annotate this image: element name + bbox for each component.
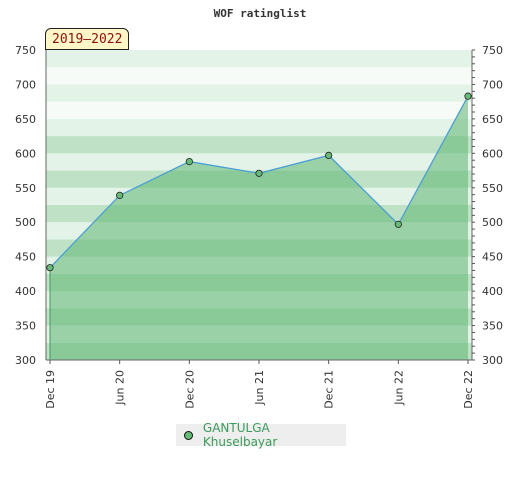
- grid-band: [46, 101, 472, 119]
- axes: 300 300 350 350 400 400 450 450 500 500 550 550 600 6…: [15, 44, 503, 409]
- chart-title: WOF ratinglist: [214, 7, 307, 20]
- data-point[interactable]: [46, 264, 54, 272]
- grid-band: [46, 84, 472, 102]
- x-tick-label: Jun 22: [392, 370, 405, 406]
- x-tick-label: Dec 20: [183, 370, 196, 409]
- y-tick-label-left: 650: [15, 113, 36, 126]
- x-tick-label: Dec 19: [44, 370, 57, 409]
- grid-band: [46, 50, 472, 68]
- series-area: [50, 96, 468, 361]
- legend-marker-icon: [184, 430, 193, 440]
- y-tick-label-right: 450: [482, 251, 503, 264]
- legend-label: GANTULGA Khuselbayar: [202, 421, 278, 449]
- data-point[interactable]: [255, 169, 263, 177]
- y-tick-label-right: 650: [482, 113, 503, 126]
- y-tick-label-left: 400: [15, 285, 36, 298]
- y-tick-label-right: 350: [482, 320, 503, 333]
- area-layer: [50, 96, 468, 361]
- x-tick-label: Jun 20: [114, 370, 127, 406]
- grid-band: [46, 67, 472, 85]
- y-tick-label-right: 400: [482, 285, 503, 298]
- y-tick-label-left: 750: [15, 44, 36, 57]
- legend[interactable]: GANTULGA Khuselbayar: [176, 421, 346, 449]
- grid-band: [46, 153, 472, 171]
- y-tick-label-left: 600: [15, 147, 36, 160]
- data-marks: [46, 92, 472, 360]
- data-point[interactable]: [185, 158, 193, 166]
- grid-band: [46, 136, 472, 154]
- x-tick-label: Dec 22: [462, 370, 475, 409]
- y-tick-label-right: 500: [482, 216, 503, 229]
- x-tick-label: Dec 21: [323, 370, 336, 409]
- data-point[interactable]: [116, 191, 124, 199]
- y-tick-label-left: 350: [15, 320, 36, 333]
- period-label: 2019–2022: [45, 28, 130, 50]
- data-point[interactable]: [394, 220, 402, 228]
- x-tick-label: Jun 21: [253, 370, 266, 406]
- grid-band: [46, 118, 472, 137]
- y-tick-label-right: 750: [482, 44, 503, 57]
- y-tick-label-right: 700: [482, 78, 503, 91]
- y-tick-label-right: 550: [482, 182, 503, 195]
- data-point[interactable]: [464, 92, 472, 100]
- y-tick-label-left: 550: [15, 182, 36, 195]
- y-tick-label-left: 300: [15, 354, 36, 367]
- y-tick-label-right: 600: [482, 147, 503, 160]
- data-point[interactable]: [325, 151, 333, 159]
- y-tick-label-left: 450: [15, 251, 36, 264]
- y-tick-label-right: 300: [482, 354, 503, 367]
- y-tick-label-left: 700: [15, 78, 36, 91]
- y-tick-label-left: 500: [15, 216, 36, 229]
